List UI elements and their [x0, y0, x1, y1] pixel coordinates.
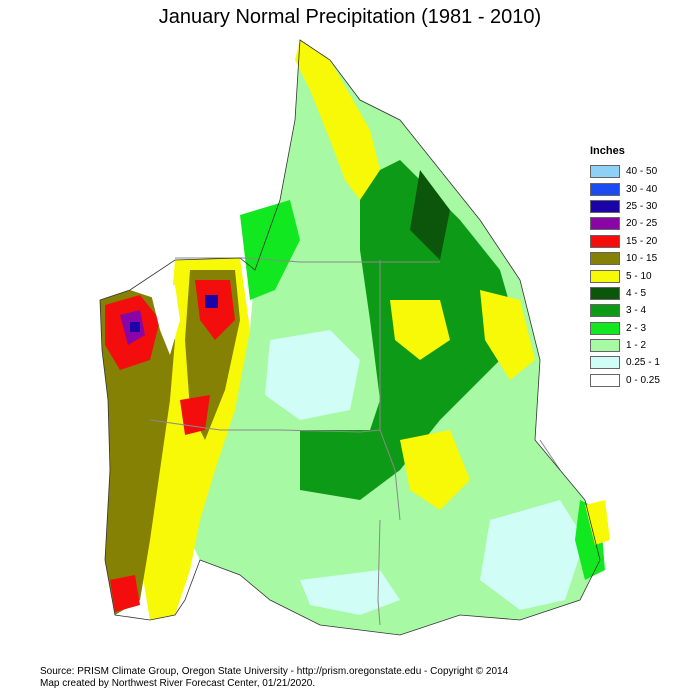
legend-label: 3 - 4: [626, 305, 647, 317]
footer-source: Source: PRISM Climate Group, Oregon Stat…: [40, 666, 509, 677]
legend-item: 5 - 10: [590, 267, 690, 284]
legend-item: 40 - 50: [590, 163, 690, 180]
map-region-025-1-c: [300, 570, 400, 615]
legend-item: 15 - 20: [590, 233, 690, 250]
legend-label: 2 - 3: [626, 322, 647, 334]
legend-title: Inches: [590, 145, 625, 157]
footer-credit: Map created by Northwest River Forecast …: [40, 678, 316, 689]
legend-label: 40 - 50: [626, 166, 658, 178]
map-region-2-3: [240, 200, 300, 300]
map-region-5-10-d: [400, 430, 470, 510]
legend-swatch: [590, 356, 620, 370]
legend-label: 4 - 5: [626, 287, 647, 299]
legend-swatch: [590, 234, 620, 248]
legend-item: 20 - 25: [590, 215, 690, 232]
legend-item: 1 - 2: [590, 337, 690, 354]
legend-swatch: [590, 199, 620, 213]
map-region-3-4-b: [300, 430, 400, 500]
legend-swatch: [590, 217, 620, 231]
legend-items: 40 - 50 30 - 40 25 - 30 20 - 25 15 - 20 10 - …: [590, 163, 690, 389]
legend-item: 0.25 - 1: [590, 354, 690, 371]
legend-swatch: [590, 321, 620, 335]
map-region-water: [150, 285, 180, 355]
legend-swatch: [590, 252, 620, 266]
map-region-10-15: [100, 290, 175, 615]
legend-swatch: [590, 269, 620, 283]
legend-item: 30 - 40: [590, 180, 690, 197]
map-region-25-30: [130, 322, 140, 332]
legend-label: 0.25 - 1: [626, 357, 660, 369]
legend-label: 10 - 15: [626, 253, 658, 265]
legend-label: 0 - 0.25: [626, 374, 660, 386]
map-region-5-10-east: [480, 290, 535, 380]
legend-label: 25 - 30: [626, 200, 658, 212]
legend-swatch: [590, 182, 620, 196]
map-title: January Normal Precipitation (1981 - 201…: [158, 6, 542, 28]
legend-swatch: [590, 339, 620, 353]
legend-swatch: [590, 304, 620, 318]
legend-item: 2 - 3: [590, 320, 690, 337]
legend: Inches 40 - 50 30 - 40 25 - 30 20 - 25 15 - …: [590, 145, 690, 389]
legend-swatch: [590, 286, 620, 300]
state-boundary-wyoming: [539, 439, 561, 471]
map-region-025-1-b: [480, 500, 585, 610]
state-boundary-or-id: [377, 519, 381, 626]
map-region-5-10-c: [390, 300, 450, 360]
legend-label: 30 - 40: [626, 183, 658, 195]
map-region-5-10-north: [295, 40, 380, 200]
legend-item: 4 - 5: [590, 285, 690, 302]
map-region-025-1-a: [265, 330, 360, 420]
state-boundary-canada: [175, 257, 440, 263]
legend-item: 25 - 30: [590, 198, 690, 215]
legend-label: 15 - 20: [626, 235, 658, 247]
legend-item: 3 - 4: [590, 302, 690, 319]
legend-item: 10 - 15: [590, 250, 690, 267]
legend-label: 20 - 25: [626, 218, 658, 230]
footer: Source: PRISM Climate Group, Oregon Stat…: [40, 666, 508, 690]
legend-swatch: [590, 165, 620, 179]
legend-item: 0 - 0.25: [590, 372, 690, 389]
basin-outline: [99, 39, 601, 636]
map-region-25-30-b: [205, 295, 218, 308]
legend-swatch: [590, 373, 620, 387]
legend-label: 5 - 10: [626, 270, 652, 282]
map-region-4-5: [410, 170, 450, 260]
map-region-15-20-d: [110, 575, 140, 612]
state-boundary-wa-or: [149, 419, 381, 433]
legend-label: 1 - 2: [626, 340, 647, 352]
map-region-5-10-e: [585, 500, 610, 545]
state-boundary-wa-id: [379, 260, 401, 521]
